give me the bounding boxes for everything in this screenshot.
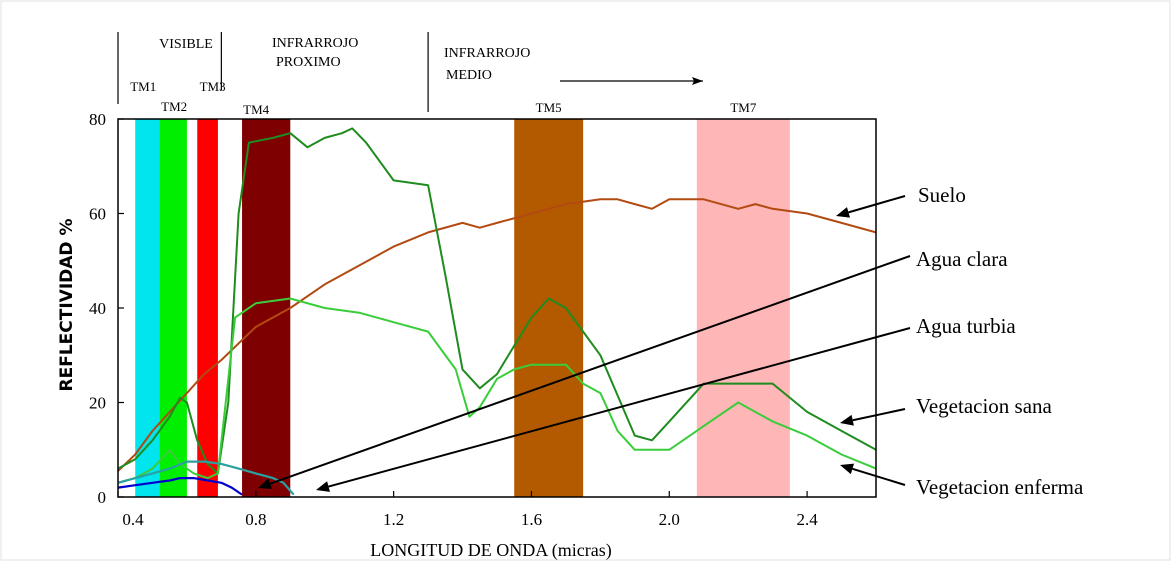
arrow-vegetacion-sana	[852, 408, 906, 422]
region-label-mir-1: INFRARROJO	[444, 46, 530, 61]
y-tick-label: 80	[89, 110, 106, 129]
series-agua-clara	[117, 477, 243, 496]
series-vegetacion-sana	[117, 127, 877, 475]
band-label-tm5: TM5	[536, 100, 562, 115]
series-layer	[117, 127, 877, 496]
band-label-tm4: TM4	[243, 102, 270, 117]
region-label-nir-2: PROXIMO	[276, 55, 341, 70]
arrow-agua-turbia	[328, 327, 911, 488]
y-tick-label: 0	[98, 488, 107, 507]
arrow-agua-clara	[269, 255, 911, 485]
arrow-vegetacion-enferma	[852, 467, 906, 486]
x-tick-label: 2.0	[659, 510, 680, 529]
band-tm1	[135, 119, 160, 497]
axes-layer: 0.4 0.8 1.2 1.6 2.0 2.4 0 20 40 60 80	[89, 110, 818, 529]
band-tm2	[159, 119, 187, 497]
annotation-agua-clara: Agua clara	[916, 247, 1008, 271]
x-tick-label: 2.4	[796, 510, 818, 529]
arrowhead-agua-turbia	[316, 481, 330, 492]
region-label-mir-2: MEDIO	[446, 68, 492, 83]
y-tick-label: 60	[89, 205, 106, 224]
region-label-visible: VISIBLE	[159, 37, 213, 52]
region-label-nir-1: INFRARROJO	[272, 36, 358, 51]
arrowhead-vegetacion-enferma	[840, 463, 855, 475]
series-suelo	[117, 198, 877, 472]
y-tick-label: 40	[89, 299, 106, 318]
y-tick-label: 20	[89, 394, 106, 413]
x-tick-label: 1.2	[383, 510, 404, 529]
band-label-tm7: TM7	[730, 100, 757, 115]
series-vegetacion-enferma	[117, 297, 877, 484]
x-tick-label: 0.8	[245, 510, 266, 529]
band-tm5	[514, 119, 584, 497]
y-axis-label: REFLECTIVIDAD %	[57, 219, 77, 392]
band-tm3	[197, 119, 218, 497]
arrowhead-suelo	[836, 207, 851, 218]
band-label-tm2: TM2	[161, 99, 187, 114]
series-agua-turbia	[117, 460, 295, 496]
band-tm7	[696, 119, 790, 497]
band-label-tm1: TM1	[130, 79, 156, 94]
annotation-vegetacion-sana: Vegetacion sana	[916, 394, 1053, 418]
x-axis-label: LONGITUD DE ONDA (micras)	[370, 540, 611, 561]
mir-arrow-head	[692, 77, 703, 85]
x-tick-label: 1.6	[521, 510, 542, 529]
band-label-tm3: TM3	[200, 79, 226, 94]
annotation-suelo: Suelo	[918, 183, 966, 207]
arrow-suelo	[848, 195, 906, 214]
region-layer: VISIBLE INFRARROJO PROXIMO INFRARROJO MEDIO	[117, 32, 703, 112]
annotation-vegetacion-enferma: Vegetacion enferma	[916, 475, 1084, 499]
annotation-agua-turbia: Agua turbia	[916, 314, 1016, 338]
annotation-layer: Suelo Agua clara Agua turbia Vegetacion san…	[258, 183, 1084, 499]
arrowhead-vegetacion-sana	[840, 414, 854, 426]
arrowhead-agua-clara	[258, 478, 273, 489]
x-tick-label: 0.4	[122, 510, 144, 529]
